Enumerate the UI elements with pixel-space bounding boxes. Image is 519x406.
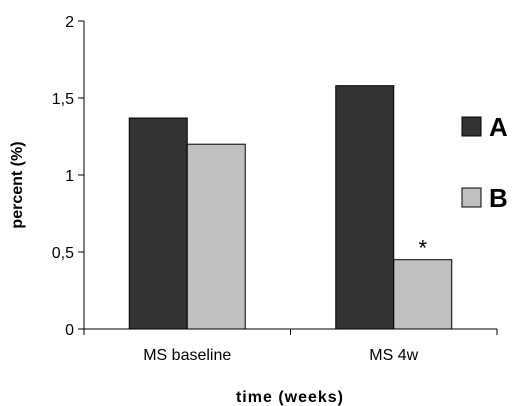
bar-A-MS-4w (335, 85, 395, 330)
bar-B-MS-baseline (186, 143, 246, 330)
x-axis-title: time (weeks) (236, 389, 344, 406)
bar-B-MS-4w (393, 259, 453, 330)
y-tick-label: 0,5 (52, 245, 74, 262)
bar-A-MS-baseline (128, 117, 188, 330)
x-tick-label: MS baseline (143, 347, 231, 364)
y-tick-label: 0 (65, 322, 74, 339)
y-tick-label: 1,5 (52, 91, 74, 108)
x-tick-label: MS 4w (369, 347, 418, 364)
legend-label-A: A (489, 112, 508, 142)
plot-area: 0 0,5 1 1,5 2 MS baseline MS 4w * (52, 14, 498, 364)
legend-swatch-A (461, 116, 482, 137)
significance-annotation: * (418, 236, 427, 261)
y-axis-title: percent (%) (9, 141, 26, 228)
y-tick-label: 1 (65, 168, 74, 185)
legend-label-B: B (489, 183, 508, 213)
legend: AB (461, 112, 508, 213)
legend-swatch-B (461, 187, 482, 208)
y-tick-label: 2 (65, 14, 74, 31)
